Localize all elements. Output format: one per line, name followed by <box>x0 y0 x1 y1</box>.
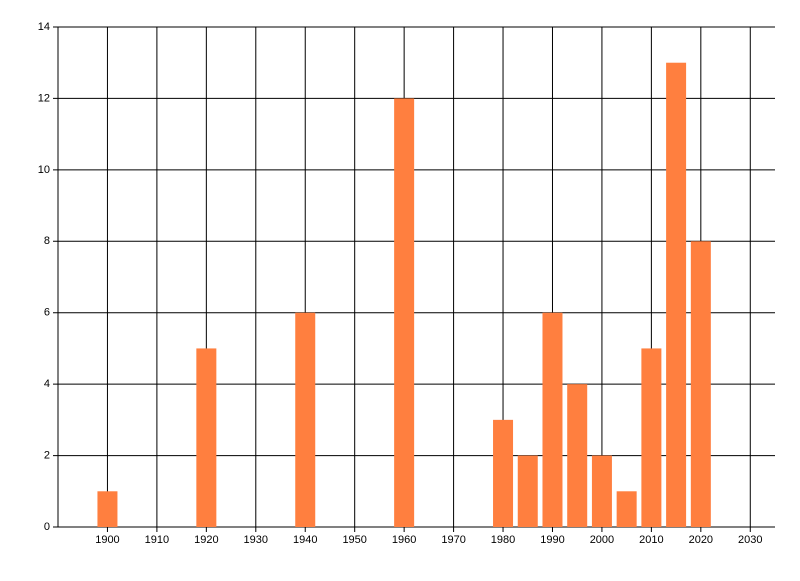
bar <box>641 348 662 527</box>
x-tick-label: 1940 <box>293 534 317 546</box>
x-tick-label: 1900 <box>95 534 119 546</box>
bar <box>567 384 588 527</box>
x-tick-label: 1930 <box>244 534 268 546</box>
y-tick-label: 4 <box>44 378 50 390</box>
bar <box>295 312 316 527</box>
bar <box>97 491 118 527</box>
x-tick-label: 1920 <box>194 534 218 546</box>
x-tick-label: 1910 <box>145 534 169 546</box>
x-tick-label: 2000 <box>590 534 614 546</box>
x-tick-label: 1950 <box>342 534 366 546</box>
x-tick-label: 1980 <box>491 534 515 546</box>
y-tick-label: 6 <box>44 307 50 319</box>
y-tick-label: 0 <box>44 521 50 533</box>
bar <box>394 98 415 527</box>
bar <box>196 348 217 527</box>
x-tick-label: 1970 <box>441 534 465 546</box>
y-tick-label: 2 <box>44 449 50 461</box>
x-tick-label: 1990 <box>540 534 564 546</box>
bar <box>591 455 612 527</box>
y-tick-label: 10 <box>38 164 50 176</box>
bar <box>666 62 687 527</box>
bar <box>517 455 538 527</box>
x-tick-label: 1960 <box>392 534 416 546</box>
x-tick-label: 2020 <box>689 534 713 546</box>
y-tick-label: 14 <box>38 21 50 33</box>
y-tick-label: 12 <box>38 92 50 104</box>
x-tick-label: 2030 <box>738 534 762 546</box>
x-tick-label: 2010 <box>639 534 663 546</box>
bar <box>542 312 563 527</box>
y-tick-label: 8 <box>44 235 50 247</box>
bar <box>690 241 711 528</box>
bar <box>616 491 637 527</box>
bar <box>493 419 514 527</box>
